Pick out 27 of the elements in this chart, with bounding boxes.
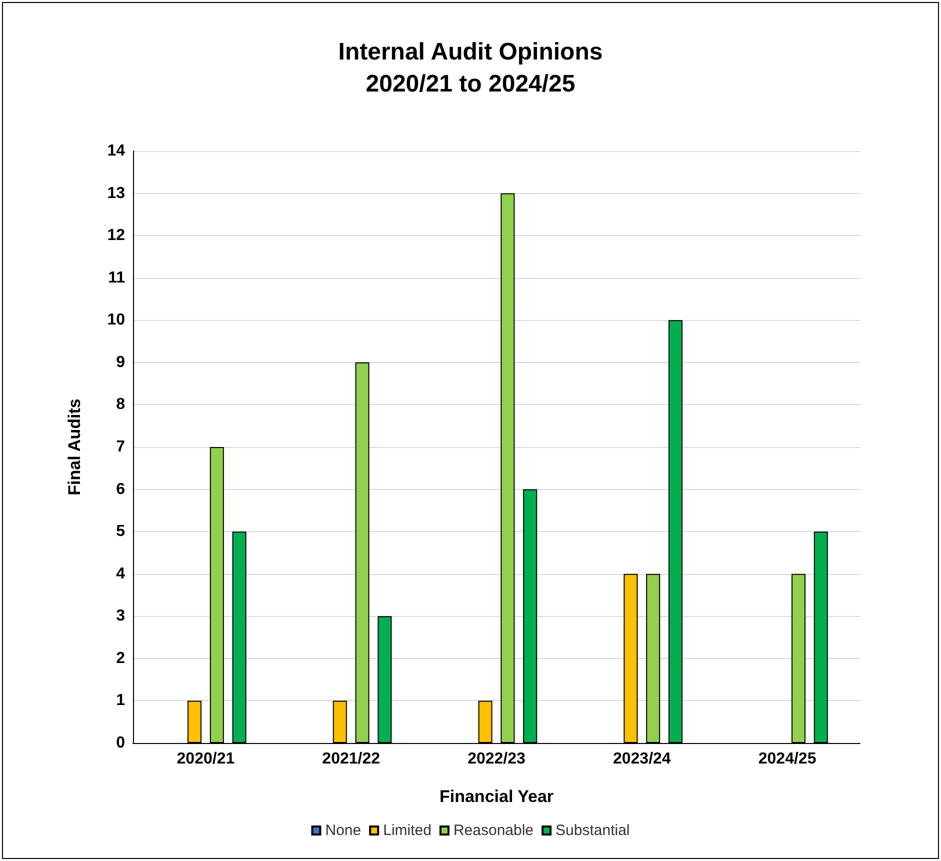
x-tick-label: 2022/23	[468, 750, 526, 768]
x-tick-label: 2021/22	[322, 750, 380, 768]
y-tick-label: 12	[107, 227, 126, 244]
x-tick-label: 2023/24	[612, 750, 671, 768]
x-tick-label: 2024/25	[758, 750, 816, 768]
y-tick-label: 10	[107, 312, 126, 329]
y-tick-label: 9	[116, 354, 126, 371]
x-tick-label: 2020/21	[176, 750, 235, 768]
y-tick-label: 4	[116, 565, 126, 582]
y-tick-label: 7	[116, 438, 126, 456]
y-tick-label: 8	[116, 396, 126, 414]
y-tick-label: 3	[116, 608, 126, 625]
chart-title: Internal Audit Opinions 2020/21 to 2024/25	[338, 38, 603, 98]
y-tick-label: 0	[116, 734, 126, 752]
y-axis-title: Final Audits	[65, 398, 84, 496]
y-tick-label: 14	[107, 142, 126, 160]
x-axis-title: Financial Year	[439, 787, 554, 806]
y-tick-label: 13	[107, 184, 126, 202]
legend-label: Substantial	[556, 822, 630, 839]
legend-label: Limited	[383, 822, 432, 839]
y-tick-label: 2	[116, 650, 126, 667]
y-tick-label: 1	[116, 692, 126, 710]
legend-label: None	[325, 822, 362, 839]
y-tick-label: 11	[108, 269, 126, 286]
y-tick-label: 5	[116, 523, 126, 540]
legend-label: Reasonable	[453, 822, 534, 839]
y-tick-label: 6	[116, 480, 126, 498]
